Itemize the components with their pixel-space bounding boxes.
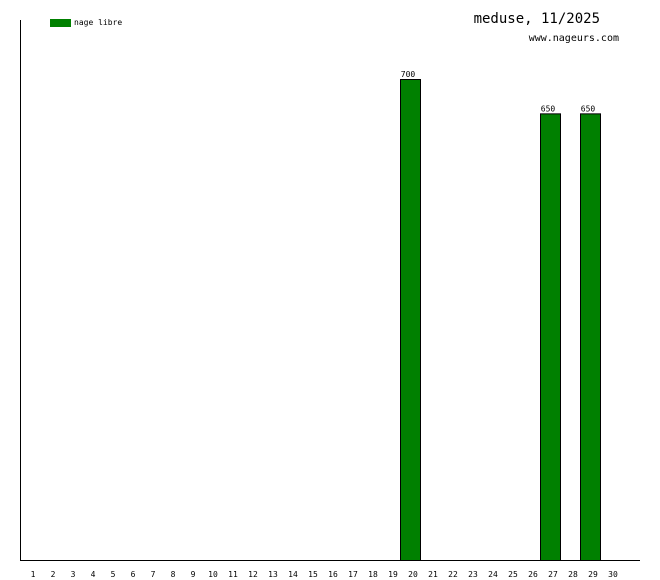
chart-title: meduse, 11/2025 bbox=[474, 11, 600, 27]
x-tick-label: 17 bbox=[348, 570, 358, 579]
x-tick-label: 29 bbox=[588, 570, 598, 579]
x-tick-label: 16 bbox=[328, 570, 338, 579]
x-tick-label: 22 bbox=[448, 570, 458, 579]
data-label: 700 bbox=[401, 70, 416, 79]
x-tick-label: 13 bbox=[268, 570, 278, 579]
x-tick-label: 7 bbox=[151, 570, 156, 579]
data-label: 650 bbox=[541, 104, 556, 113]
legend-swatch bbox=[50, 19, 71, 27]
x-tick-label: 24 bbox=[488, 570, 498, 579]
x-tick-label: 3 bbox=[71, 570, 76, 579]
bar bbox=[580, 113, 601, 561]
x-tick-label: 18 bbox=[368, 570, 378, 579]
x-tick-label: 2 bbox=[51, 570, 56, 579]
x-tick-label: 19 bbox=[388, 570, 398, 579]
x-tick-label: 20 bbox=[408, 570, 418, 579]
x-tick-label: 14 bbox=[288, 570, 298, 579]
chart-subtitle: www.nageurs.com bbox=[529, 33, 619, 44]
x-tick-label: 21 bbox=[428, 570, 438, 579]
x-tick-label: 15 bbox=[308, 570, 318, 579]
x-tick-label: 5 bbox=[111, 570, 116, 579]
x-tick-label: 30 bbox=[608, 570, 618, 579]
bar bbox=[400, 79, 421, 561]
x-tick-label: 23 bbox=[468, 570, 478, 579]
x-tick-label: 6 bbox=[131, 570, 136, 579]
bar bbox=[540, 113, 561, 561]
x-tick-label: 1 bbox=[31, 570, 36, 579]
x-tick-label: 8 bbox=[171, 570, 176, 579]
x-tick-label: 28 bbox=[568, 570, 578, 579]
x-tick-label: 4 bbox=[91, 570, 96, 579]
x-tick-label: 12 bbox=[248, 570, 258, 579]
x-tick-label: 26 bbox=[528, 570, 538, 579]
legend-label: nage libre bbox=[74, 18, 122, 27]
data-label: 650 bbox=[581, 104, 596, 113]
x-tick-label: 11 bbox=[228, 570, 238, 579]
x-tick-label: 9 bbox=[191, 570, 196, 579]
x-tick-label: 27 bbox=[548, 570, 558, 579]
x-tick-label: 25 bbox=[508, 570, 518, 579]
x-tick-label: 10 bbox=[208, 570, 218, 579]
